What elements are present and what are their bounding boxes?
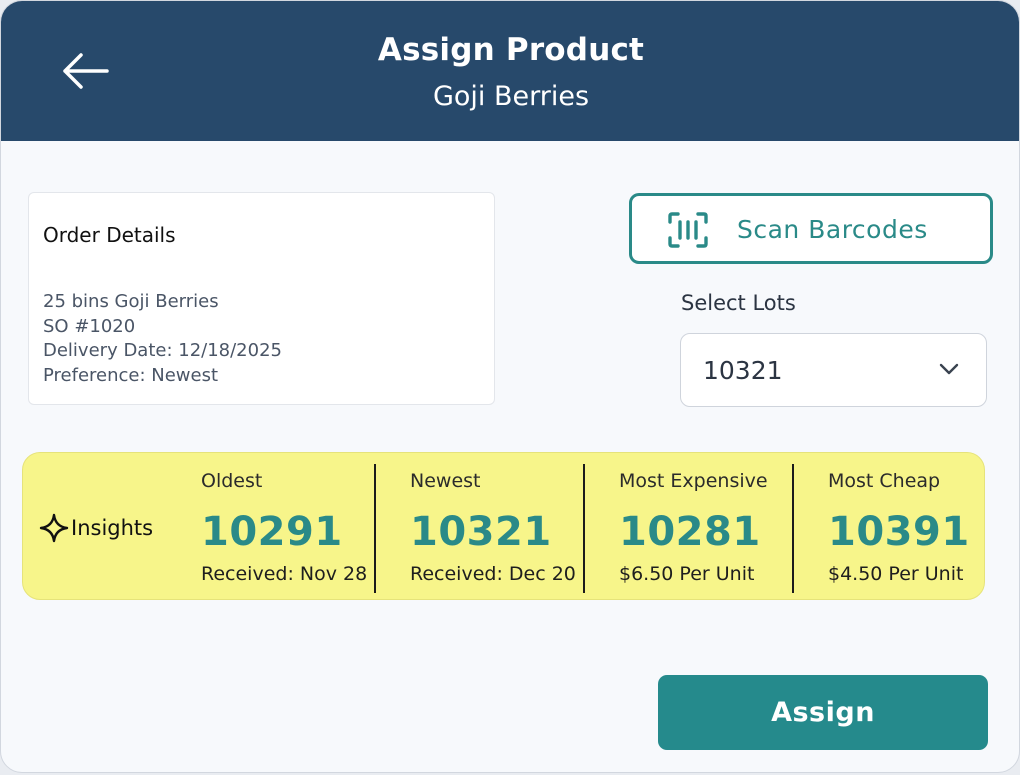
insight-detail: Received: Dec 20 [410, 563, 576, 585]
insight-detail: $6.50 Per Unit [619, 563, 755, 585]
order-details-lines: 25 bins Goji Berries SO #1020 Delivery D… [43, 290, 282, 388]
insights-panel: Insights Oldest 10291 Received: Nov 28 N… [22, 452, 985, 600]
insight-lot-number: 10321 [410, 509, 552, 555]
insights-heading: Insights [39, 513, 153, 543]
insight-label: Most Expensive [619, 470, 768, 492]
scan-barcodes-button[interactable]: Scan Barcodes [629, 193, 993, 264]
insight-divider [374, 464, 376, 593]
insight-divider [792, 464, 794, 593]
select-lots-label: Select Lots [681, 291, 796, 315]
order-delivery-date: Delivery Date: 12/18/2025 [43, 340, 282, 361]
lot-select-dropdown[interactable]: 10321 [680, 333, 987, 407]
order-preference: Preference: Newest [43, 364, 219, 386]
arrow-left-icon [63, 53, 109, 89]
page-title: Assign Product [377, 32, 645, 68]
insight-divider [583, 464, 585, 593]
insight-label: Oldest [201, 470, 263, 492]
insight-detail: Received: Nov 28 [201, 563, 368, 585]
insight-lot-number: 10281 [619, 509, 761, 555]
selected-lot-value: 10321 [703, 356, 783, 385]
assign-button[interactable]: Assign [658, 675, 988, 750]
sparkle-icon [39, 513, 69, 543]
insight-detail: $4.50 Per Unit [828, 563, 964, 585]
order-number: SO #1020 [43, 315, 136, 337]
insight-label: Most Cheap [828, 470, 941, 492]
insight-lot-number: 10391 [828, 509, 970, 555]
barcode-scan-icon [668, 212, 708, 248]
scan-barcodes-label: Scan Barcodes [737, 215, 928, 244]
back-button[interactable] [53, 45, 117, 97]
order-details-title: Order Details [43, 223, 176, 247]
chevron-down-icon [939, 363, 959, 375]
order-quantity: 25 bins Goji Berries [43, 291, 219, 312]
product-name: Goji Berries [432, 81, 590, 112]
insight-lot-number: 10291 [201, 509, 343, 555]
insight-label: Newest [410, 470, 481, 492]
insights-title: Insights [71, 516, 154, 540]
header-bar: Assign Product Goji Berries [1, 1, 1019, 141]
order-details-card: Order Details 25 bins Goji Berries SO #1… [28, 192, 495, 405]
